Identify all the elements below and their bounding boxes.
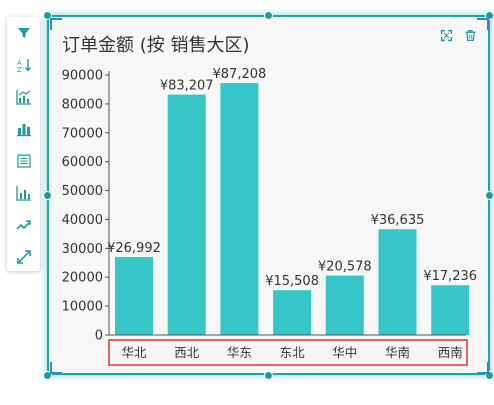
expand-icon [17, 250, 31, 264]
selection-corner [50, 18, 62, 30]
bar-data-label: ¥20,578 [318, 260, 372, 275]
sort-button[interactable]: A Z [13, 54, 35, 76]
filter-button[interactable] [13, 22, 35, 44]
bar-data-label: ¥17,236 [423, 269, 477, 284]
resize-handle-bottom-left[interactable] [43, 371, 52, 380]
bar-data-label: ¥87,208 [213, 67, 267, 82]
bar[interactable] [167, 94, 206, 335]
data-table-icon [17, 154, 31, 168]
x-category-label[interactable]: 华北 [121, 345, 147, 360]
bar-data-label: ¥15,508 [265, 274, 319, 289]
bar[interactable] [273, 290, 312, 335]
selection-corner [477, 18, 489, 30]
bar[interactable] [431, 285, 470, 335]
trend-line-button[interactable] [13, 214, 35, 236]
bar[interactable] [220, 83, 259, 335]
bar-data-label: ¥26,992 [107, 241, 161, 256]
fullscreen-button[interactable] [438, 27, 454, 43]
resize-handle-bottom[interactable] [264, 371, 273, 380]
bar[interactable] [378, 229, 417, 335]
y-tick-label: 40000 [62, 213, 103, 228]
y-tick-label: 0 [95, 329, 103, 344]
bar[interactable] [115, 257, 153, 335]
y-tick-label: 20000 [62, 271, 103, 286]
y-tick-label: 30000 [62, 242, 103, 257]
selection-corner [50, 362, 62, 374]
bar-data-label: ¥36,635 [371, 213, 425, 228]
analysis-chart-icon [16, 186, 31, 201]
y-tick-label: 80000 [62, 97, 103, 112]
bar[interactable] [325, 275, 364, 335]
y-tick-label: 10000 [62, 300, 103, 315]
y-tick-label: 70000 [62, 126, 103, 141]
x-axis: 华北 西北 华东 东北 华中 华南 西南 [108, 334, 468, 366]
delete-icon [465, 29, 475, 41]
bar-chart-button[interactable] [13, 118, 35, 140]
data-table-button[interactable] [13, 150, 35, 172]
resize-handle-top-left[interactable] [43, 11, 52, 20]
x-category-label[interactable]: 华中 [332, 345, 357, 360]
x-category-label[interactable]: 西南 [438, 345, 463, 360]
fullscreen-icon [440, 29, 452, 41]
sort-icon: A Z [17, 59, 32, 73]
bar-data-label: ¥83,207 [160, 79, 214, 94]
x-category-label[interactable]: 华东 [227, 345, 252, 360]
delete-button[interactable] [462, 27, 478, 43]
y-axis: 0 10000 20000 30000 40000 50000 60000 70000 8000… [62, 69, 110, 344]
y-tick-label: 50000 [62, 184, 103, 199]
svg-text:Z: Z [17, 66, 22, 73]
x-category-label[interactable]: 东北 [280, 345, 306, 360]
bars-group [115, 83, 470, 335]
analysis-chart-button[interactable] [13, 182, 35, 204]
filter-icon [18, 28, 30, 38]
combo-chart-button[interactable] [13, 86, 35, 108]
selection-corner [477, 362, 489, 374]
x-category-label[interactable]: 华南 [385, 345, 410, 360]
expand-button[interactable] [13, 246, 35, 268]
resize-handle-left[interactable] [43, 191, 52, 200]
data-labels-group: ¥26,992 ¥83,207¥87,208 ¥15,508¥20,578 ¥36,6… [107, 67, 477, 289]
y-tick-label: 60000 [62, 155, 103, 170]
x-axis-selection-box[interactable] [108, 339, 468, 366]
chart-title: 订单金额 (按 销售大区) [62, 35, 250, 56]
bar-chart-icon [17, 124, 31, 137]
trend-line-icon [16, 220, 31, 230]
y-tick-label: 90000 [62, 69, 103, 84]
x-category-label[interactable]: 西北 [174, 345, 200, 360]
combo-chart-icon [16, 90, 31, 105]
svg-text:A: A [17, 59, 22, 67]
resize-handle-top[interactable] [264, 11, 273, 20]
chart-toolbar: A Z [7, 17, 40, 271]
